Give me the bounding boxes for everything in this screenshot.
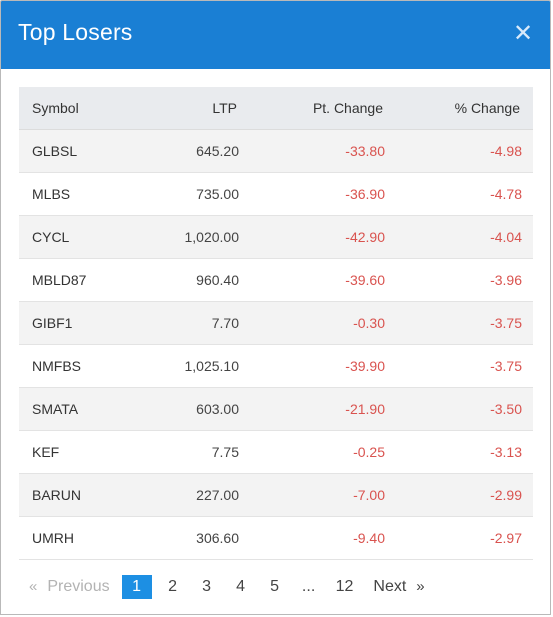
ltp-cell: 7.70: [136, 301, 250, 345]
ltp-cell: 227.00: [136, 473, 250, 517]
table-row[interactable]: SMATA 603.00 -21.90 -3.50: [19, 387, 533, 431]
symbol-cell[interactable]: KEF: [19, 430, 136, 474]
previous-label: Previous: [47, 578, 110, 595]
page-button-5[interactable]: 5: [270, 578, 280, 595]
table-row[interactable]: MBLD87 960.40 -39.60 -3.96: [19, 258, 533, 302]
double-chevron-left-icon: «: [29, 578, 38, 595]
symbol-cell[interactable]: CYCL: [19, 215, 136, 259]
ltp-cell: 7.75: [136, 430, 250, 474]
table-row[interactable]: CYCL 1,020.00 -42.90 -4.04: [19, 215, 533, 259]
ltp-cell: 960.40: [136, 258, 250, 302]
ltp-cell: 1,020.00: [136, 215, 250, 259]
symbol-cell[interactable]: GIBF1: [19, 301, 136, 345]
table-header-row: Symbol LTP Pt. Change % Change: [19, 87, 533, 130]
pct-change-cell: -3.75: [396, 344, 533, 388]
losers-table: Symbol LTP Pt. Change % Change GLBSL 645.…: [19, 87, 533, 560]
symbol-cell[interactable]: SMATA: [19, 387, 136, 431]
symbol-cell[interactable]: GLBSL: [19, 129, 136, 173]
table-row[interactable]: BARUN 227.00 -7.00 -2.99: [19, 473, 533, 517]
pct-change-cell: -3.13: [396, 430, 533, 474]
pt-change-cell: -39.90: [250, 344, 396, 388]
page-button-1[interactable]: 1: [121, 575, 152, 599]
column-header-pt-change[interactable]: Pt. Change: [250, 87, 396, 130]
table-row[interactable]: NMFBS 1,025.10 -39.90 -3.75: [19, 344, 533, 388]
pt-change-cell: -7.00: [250, 473, 396, 517]
column-header-symbol[interactable]: Symbol: [19, 87, 136, 130]
pt-change-cell: -36.90: [250, 172, 396, 216]
pt-change-cell: -33.80: [250, 129, 396, 173]
table-row[interactable]: KEF 7.75 -0.25 -3.13: [19, 430, 533, 474]
table-row[interactable]: GLBSL 645.20 -33.80 -4.98: [19, 129, 533, 173]
pagination: « Previous 1 2 3 4 5... 12 Next »: [29, 575, 425, 599]
ltp-cell: 306.60: [136, 516, 250, 560]
next-page-button[interactable]: Next »: [373, 578, 424, 596]
pct-change-cell: -3.75: [396, 301, 533, 345]
pt-change-cell: -9.40: [250, 516, 396, 560]
table-row[interactable]: UMRH 306.60 -9.40 -2.97: [19, 516, 533, 560]
symbol-cell[interactable]: UMRH: [19, 516, 136, 560]
pt-change-cell: -21.90: [250, 387, 396, 431]
pt-change-cell: -0.30: [250, 301, 396, 345]
table-row[interactable]: GIBF1 7.70 -0.30 -3.75: [19, 301, 533, 345]
pct-change-cell: -3.50: [396, 387, 533, 431]
ltp-cell: 603.00: [136, 387, 250, 431]
close-icon[interactable]: ✕: [512, 20, 534, 47]
double-chevron-right-icon: »: [416, 578, 425, 595]
pct-change-cell: -2.99: [396, 473, 533, 517]
pct-change-cell: -4.78: [396, 172, 533, 216]
previous-page-button[interactable]: « Previous: [29, 578, 110, 596]
symbol-cell[interactable]: MLBS: [19, 172, 136, 216]
pct-change-cell: -3.96: [396, 258, 533, 302]
modal-header: Top Losers ✕: [1, 1, 550, 69]
modal-title: Top Losers: [18, 19, 133, 45]
ltp-cell: 735.00: [136, 172, 250, 216]
pct-change-cell: -2.97: [396, 516, 533, 560]
pct-change-cell: -4.04: [396, 215, 533, 259]
symbol-cell[interactable]: MBLD87: [19, 258, 136, 302]
symbol-cell[interactable]: NMFBS: [19, 344, 136, 388]
page-button-3[interactable]: 3: [202, 578, 212, 595]
page-ellipsis: ...: [301, 578, 316, 595]
column-header-ltp[interactable]: LTP: [136, 87, 250, 130]
column-header-pct-change[interactable]: % Change: [396, 87, 533, 130]
pt-change-cell: -39.60: [250, 258, 396, 302]
next-label: Next: [373, 578, 407, 595]
table-row[interactable]: MLBS 735.00 -36.90 -4.78: [19, 172, 533, 216]
pct-change-cell: -4.98: [396, 129, 533, 173]
ltp-cell: 645.20: [136, 129, 250, 173]
pt-change-cell: -42.90: [250, 215, 396, 259]
page-button-2[interactable]: 2: [168, 578, 178, 595]
ltp-cell: 1,025.10: [136, 344, 250, 388]
page-button-12[interactable]: 12: [335, 578, 354, 595]
symbol-cell[interactable]: BARUN: [19, 473, 136, 517]
page-button-4[interactable]: 4: [236, 578, 246, 595]
pt-change-cell: -0.25: [250, 430, 396, 474]
